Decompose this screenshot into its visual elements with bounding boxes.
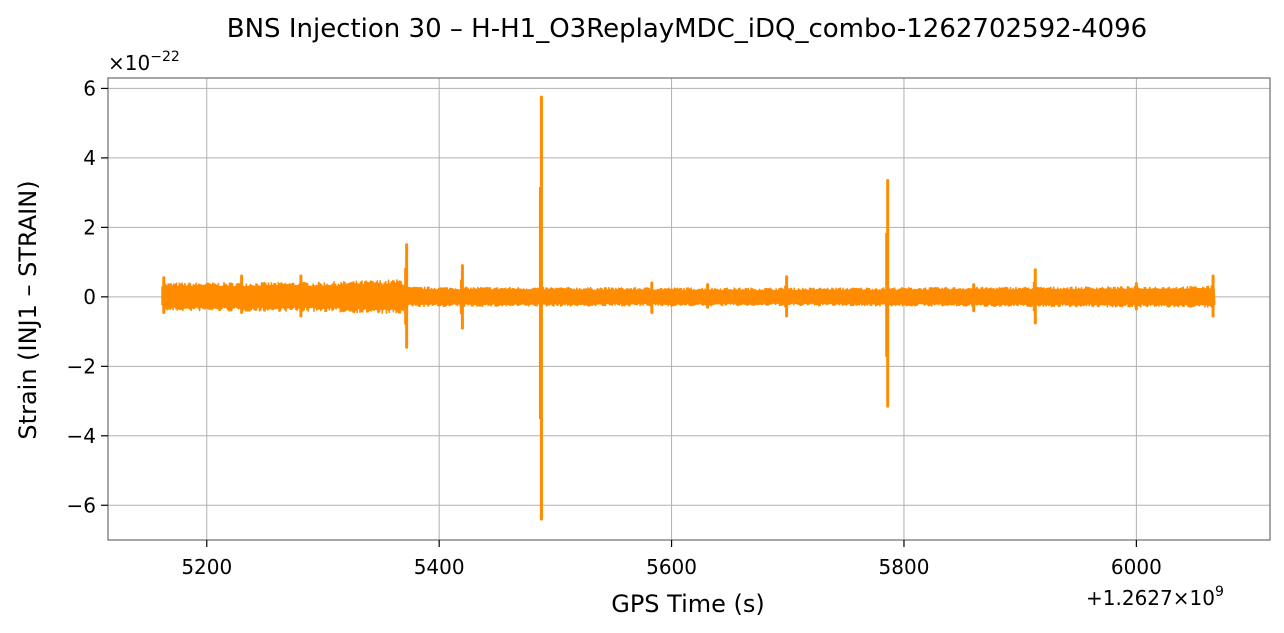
x-tick-label: 5200	[181, 555, 232, 579]
grid	[108, 78, 1270, 540]
series-group	[161, 95, 1216, 521]
y-tick-label: −4	[67, 424, 96, 448]
x-offset-label: +1.2627×109	[1086, 584, 1224, 610]
y-scale-label: ×10−22	[108, 49, 180, 75]
y-axis-label: Strain (INJ1 – STRAIN)	[14, 180, 42, 439]
x-axis-label: GPS Time (s)	[611, 590, 765, 618]
y-tick-label: −2	[67, 354, 96, 378]
y-scale-exponent: −22	[150, 49, 180, 65]
x-tick-label: 5600	[646, 555, 697, 579]
y-tick-label: 6	[83, 76, 96, 100]
y-tick-label: −6	[67, 493, 96, 517]
y-tick-label: 2	[83, 215, 96, 239]
x-offset-base: +1.2627×10	[1086, 586, 1215, 610]
x-tick-label: 6000	[1111, 555, 1162, 579]
x-tick-label: 5800	[879, 555, 930, 579]
plot-frame	[107, 77, 1271, 541]
x-tick-label: 5400	[414, 555, 465, 579]
y-tick-label: 0	[83, 285, 96, 309]
y-scale-base: ×10	[108, 51, 150, 75]
x-offset-exponent: 9	[1215, 584, 1224, 600]
chart-title: BNS Injection 30 – H-H1_O3ReplayMDC_iDQ_…	[227, 14, 1147, 44]
ticks: 5200 5400 5600 5800 6000 −6 −4 −2 0 2 4 6	[67, 76, 1162, 579]
y-tick-label: 4	[83, 146, 96, 170]
series-line	[161, 279, 1216, 314]
